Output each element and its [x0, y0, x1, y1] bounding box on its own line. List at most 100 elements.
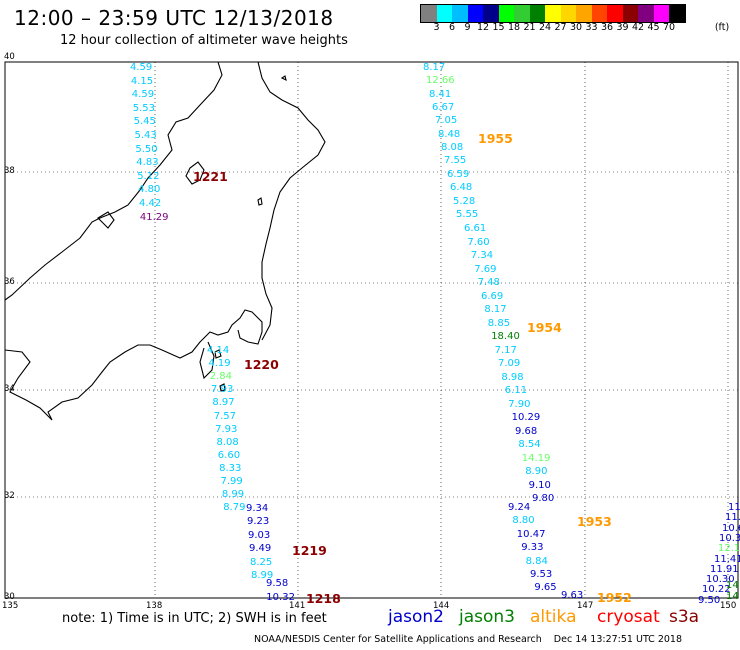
- wave-height-reading: 9.10: [529, 480, 551, 491]
- satellite-legend-item: s3a: [669, 607, 699, 627]
- wave-height-reading: 7.60: [467, 237, 489, 248]
- wave-height-reading: 8.97: [212, 397, 234, 408]
- pass-id-label: 1952: [597, 590, 632, 605]
- satellite-legend-item: cryosat: [597, 607, 660, 627]
- east-coast: [258, 62, 325, 340]
- wave-height-reading: 8.08: [216, 437, 238, 448]
- wave-height-reading: 9.80: [532, 493, 554, 504]
- wave-height-reading: 14: [726, 580, 739, 591]
- wave-height-reading: 6.48: [450, 182, 472, 193]
- pass-id-label: 1954: [527, 320, 562, 335]
- wave-height-reading: 7.17: [495, 345, 517, 356]
- wave-height-reading: 12.66: [426, 75, 455, 86]
- wave-height-reading: 4.59: [130, 62, 152, 73]
- wave-height-reading: 6.59: [447, 169, 469, 180]
- pass-id-label: 1953: [577, 514, 612, 529]
- pass-id-label: 1218: [306, 591, 341, 606]
- wave-height-reading: 9.34: [246, 503, 268, 514]
- wave-height-reading: 9.50: [698, 595, 720, 606]
- wave-height-reading: 8.41: [429, 89, 451, 100]
- latitude-label: 40: [4, 52, 15, 62]
- graticule: [5, 62, 738, 598]
- wave-height-reading: 7.57: [214, 411, 236, 422]
- wave-height-reading: 8.08: [441, 142, 463, 153]
- wave-height-reading: 18.40: [491, 331, 520, 342]
- wave-height-reading: 9.49: [249, 543, 271, 554]
- longitude-label: 135: [2, 601, 18, 611]
- satellite-legend-item: altika: [530, 607, 577, 627]
- latitude-label: 36: [4, 277, 15, 287]
- latitude-label: 32: [4, 491, 15, 501]
- wave-height-reading: 9.68: [515, 426, 537, 437]
- pass-id-label: 1220: [244, 357, 279, 372]
- wave-height-reading: 4.15: [131, 76, 153, 87]
- wave-height-reading: 6.61: [464, 223, 486, 234]
- latitude-label: 38: [4, 166, 15, 176]
- wave-height-reading: 8.80: [512, 515, 534, 526]
- wave-height-reading: 7.09: [498, 358, 520, 369]
- pass-id-label: 1219: [292, 543, 327, 558]
- wave-height-reading: 6.67: [432, 102, 454, 113]
- wave-height-reading: 9.23: [247, 516, 269, 527]
- wave-height-reading: 14.19: [522, 453, 551, 464]
- wave-height-reading: 9.65: [534, 582, 556, 593]
- wave-height-reading: 41.29: [140, 212, 169, 223]
- credit-line: NOAA/NESDIS Center for Satellite Applica…: [254, 634, 682, 645]
- wave-height-reading: 2.84: [210, 371, 232, 382]
- wave-height-reading: 7.48: [478, 277, 500, 288]
- satellite-legend-item: jason2: [388, 607, 444, 627]
- wave-height-reading: 10.47: [517, 529, 546, 540]
- wave-height-reading: 7.34: [471, 250, 493, 261]
- wave-height-reading: 5.45: [134, 116, 156, 127]
- wave-height-reading: 4.19: [208, 358, 230, 369]
- wave-height-reading: 7.90: [508, 399, 530, 410]
- longitude-label: 150: [720, 601, 736, 611]
- wave-height-reading: 4.80: [138, 184, 160, 195]
- wave-height-reading: 14: [726, 591, 739, 602]
- wave-height-reading: 5.55: [456, 209, 478, 220]
- small-island-4: [258, 198, 262, 205]
- wave-height-reading: 4.83: [136, 157, 158, 168]
- small-island-3: [282, 76, 286, 80]
- wave-height-reading: 4.14: [207, 345, 229, 356]
- wave-height-reading: 5.50: [135, 144, 157, 155]
- wave-height-reading: 8.54: [518, 439, 540, 450]
- noto-peninsula: [98, 212, 114, 228]
- wave-height-reading: 8.90: [525, 466, 547, 477]
- wave-height-reading: 7.93: [211, 384, 233, 395]
- wave-height-reading: 10.32: [266, 592, 295, 603]
- wave-height-reading: 8.79: [223, 502, 245, 513]
- wave-height-reading: 9.58: [266, 578, 288, 589]
- wave-height-reading: 8.17: [423, 62, 445, 73]
- latitude-label: 34: [4, 384, 15, 394]
- wave-height-reading: 8.85: [488, 318, 510, 329]
- footer-note: note: 1) Time is in UTC; 2) SWH is in fe…: [62, 611, 327, 626]
- wave-height-reading: 5.43: [135, 130, 157, 141]
- wave-height-reading: 7.99: [221, 476, 243, 487]
- wave-height-reading: 5.28: [453, 196, 475, 207]
- pass-id-label: 1955: [478, 131, 513, 146]
- wave-height-reading: 9.53: [530, 569, 552, 580]
- wave-height-reading: 10.29: [512, 412, 541, 423]
- wave-height-reading: 9.33: [521, 542, 543, 553]
- wave-height-reading: 9.63: [561, 590, 583, 601]
- pass-id-label: 1221: [193, 169, 228, 184]
- wave-height-reading: 9.24: [508, 502, 530, 513]
- wave-height-reading: 7.69: [474, 264, 496, 275]
- wave-height-reading: 4.59: [132, 89, 154, 100]
- wave-height-reading: 8.99: [222, 489, 244, 500]
- wave-height-reading: 7.93: [215, 424, 237, 435]
- wave-height-reading: 4.42: [139, 198, 161, 209]
- wave-height-reading: 7.05: [435, 115, 457, 126]
- wave-height-reading: 6.60: [218, 450, 240, 461]
- satellite-legend-item: jason3: [459, 607, 515, 627]
- wave-height-reading: 8.48: [438, 129, 460, 140]
- wave-height-reading: 5.12: [137, 171, 159, 182]
- wave-height-reading: 9.03: [248, 530, 270, 541]
- wave-height-reading: 8.33: [219, 463, 241, 474]
- wave-height-reading: 6.11: [505, 385, 527, 396]
- wave-height-reading: 7.55: [444, 155, 466, 166]
- wave-height-reading: 8.25: [250, 557, 272, 568]
- wave-height-reading: 6.69: [481, 291, 503, 302]
